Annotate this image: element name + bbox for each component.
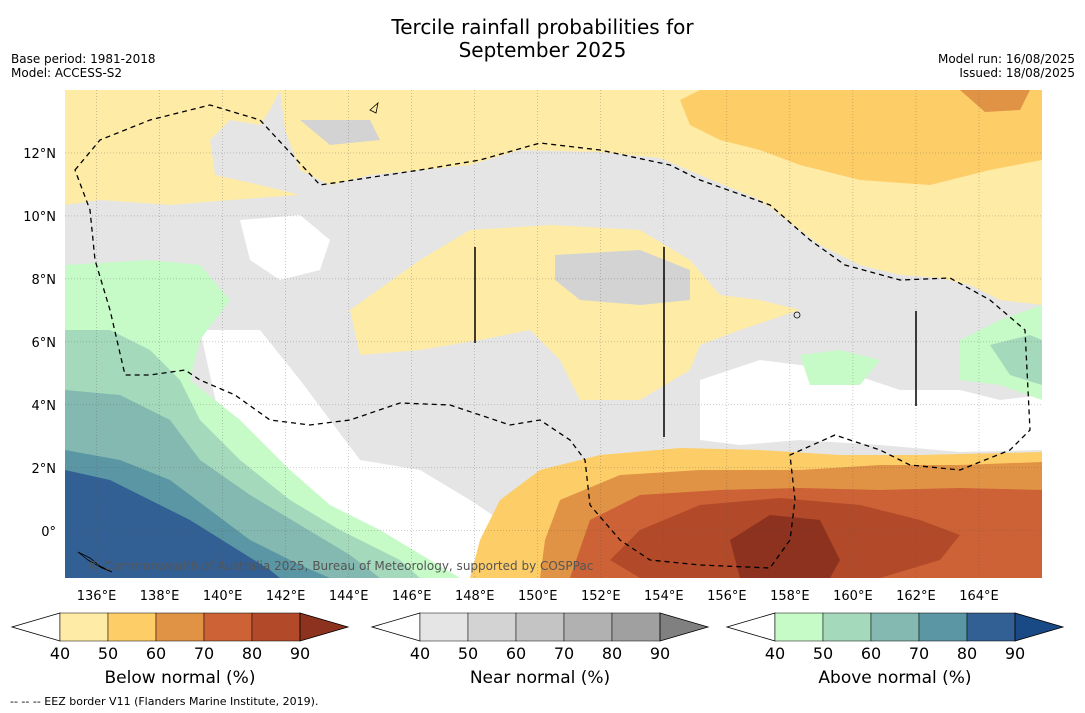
islands <box>77 101 801 573</box>
colorbar-tick-label: 60 <box>146 644 166 663</box>
gridlines <box>65 90 1042 578</box>
colorbar-segment <box>870 612 920 642</box>
latitude-tick-label: 8°N <box>32 273 57 288</box>
longitude-tick-label: 146°E <box>392 589 432 604</box>
colorbar-tick-label: 90 <box>1005 644 1025 663</box>
model-run-text: Model run: 16/08/2025 <box>937 52 1075 66</box>
near-normal-colorbar-label: Near normal (%) <box>469 668 611 688</box>
latitude-tick-label: 10°N <box>23 210 56 225</box>
issued-text: Issued: 18/08/2025 <box>959 66 1075 80</box>
below-normal-colorbar: 40 50 60 70 80 90 <box>10 612 350 663</box>
longitude-labels: 136°E 138°E 140°E 142°E 144°E 146°E 148°E 150°E… <box>77 589 999 604</box>
white-patch-3 <box>700 360 1042 452</box>
colorbar-tick-label: 80 <box>957 644 977 663</box>
above-normal-90-left <box>65 470 280 578</box>
above-normal-50-center <box>800 350 880 385</box>
colorbar-tick-label: 90 <box>290 644 310 663</box>
colorbar-tick-label: 60 <box>861 644 881 663</box>
colorbar-extend-high <box>659 612 710 642</box>
colorbar-tick-label: 80 <box>242 644 262 663</box>
probability-fields <box>65 90 1042 578</box>
longitude-tick-label: 164°E <box>959 589 999 604</box>
chart-title-line-2: September 2025 <box>458 38 627 62</box>
colorbar-tick-label: 90 <box>650 644 670 663</box>
colorbar-segment <box>419 612 469 642</box>
colorbar-segment <box>774 612 824 642</box>
longitude-tick-label: 148°E <box>455 589 495 604</box>
above-normal-colorbar-label: Above normal (%) <box>818 668 972 688</box>
white-patch-2 <box>200 330 520 578</box>
longitude-tick-label: 152°E <box>581 589 621 604</box>
latitude-tick-label: 12°N <box>23 147 56 162</box>
chart-title-line-1: Tercile rainfall probabilities for <box>391 15 694 39</box>
longitude-tick-label: 154°E <box>644 589 684 604</box>
below-normal-50-topleft <box>65 90 300 205</box>
longitude-tick-label: 136°E <box>77 589 117 604</box>
colorbar-segment <box>155 612 205 642</box>
latitude-labels: 12°N 10°N 8°N 6°N 4°N 2°N 0° <box>23 147 56 540</box>
below-normal-50-middle <box>350 225 800 400</box>
colorbar-segment <box>966 612 1016 642</box>
longitude-tick-label: 150°E <box>518 589 558 604</box>
colorbar-segment <box>107 612 157 642</box>
colorbar-tick-label: 70 <box>909 644 929 663</box>
colorbar-segment <box>203 612 253 642</box>
latitude-tick-label: 0° <box>41 525 56 540</box>
colorbar-tick-label: 50 <box>458 644 478 663</box>
longitude-tick-label: 162°E <box>896 589 936 604</box>
colorbar-extend-high <box>1014 612 1065 642</box>
colorbar-segment <box>251 612 301 642</box>
colorbars: 40 50 60 70 80 90 40 50 60 70 80 90 40 50 60 70 80 90 <box>10 612 1065 663</box>
below-normal-colorbar-label: Below normal (%) <box>104 668 256 688</box>
colorbar-segment <box>515 612 565 642</box>
colorbar-tick-label: 40 <box>410 644 430 663</box>
below-normal-70-top <box>960 90 1030 112</box>
base-period-text: Base period: 1981-2018 <box>11 52 156 66</box>
colorbar-segment <box>563 612 613 642</box>
colorbar-tick-label: 40 <box>765 644 785 663</box>
colorbar-segment <box>467 612 517 642</box>
colorbar-segment <box>918 612 968 642</box>
colorbar-segment <box>59 612 109 642</box>
near-normal-60-patch <box>555 250 690 305</box>
below-normal-60-top <box>680 90 1042 185</box>
longitude-tick-label: 160°E <box>833 589 873 604</box>
longitude-tick-label: 144°E <box>329 589 369 604</box>
white-patch-1 <box>240 215 330 280</box>
colorbar-tick-label: 70 <box>194 644 214 663</box>
colorbar-tick-label: 50 <box>98 644 118 663</box>
above-normal-colorbar: 40 50 60 70 80 90 <box>725 612 1065 663</box>
colorbar-tick-label: 60 <box>506 644 526 663</box>
colorbar-tick-label: 70 <box>554 644 574 663</box>
longitude-tick-label: 140°E <box>203 589 243 604</box>
colorbar-tick-label: 50 <box>813 644 833 663</box>
colorbar-extend-low <box>725 612 776 642</box>
eez-border <box>74 104 1031 569</box>
colorbar-extend-low <box>10 612 61 642</box>
near-normal-60-patch-2 <box>300 120 380 145</box>
model-text: Model: ACCESS-S2 <box>11 66 123 80</box>
colorbar-tick-label: 80 <box>602 644 622 663</box>
colorbar-tick-label: 40 <box>50 644 70 663</box>
longitude-tick-label: 142°E <box>266 589 306 604</box>
longitude-tick-label: 158°E <box>770 589 810 604</box>
longitude-tick-label: 156°E <box>707 589 747 604</box>
copyright-text: © Commonwealth of Australia 2025, Bureau… <box>88 559 593 573</box>
colorbar-extend-low <box>370 612 421 642</box>
longitude-tick-label: 138°E <box>140 589 180 604</box>
eez-footnote: -- -- -- EEZ border V11 (Flanders Marine… <box>10 695 319 708</box>
near-normal-colorbar: 40 50 60 70 80 90 <box>370 612 710 663</box>
latitude-tick-label: 6°N <box>32 336 57 351</box>
colorbar-segment <box>611 612 661 642</box>
latitude-tick-label: 4°N <box>32 399 57 414</box>
colorbar-segment <box>822 612 872 642</box>
colorbar-extend-high <box>299 612 350 642</box>
latitude-tick-label: 2°N <box>32 462 57 477</box>
above-normal-60-right <box>990 335 1042 385</box>
